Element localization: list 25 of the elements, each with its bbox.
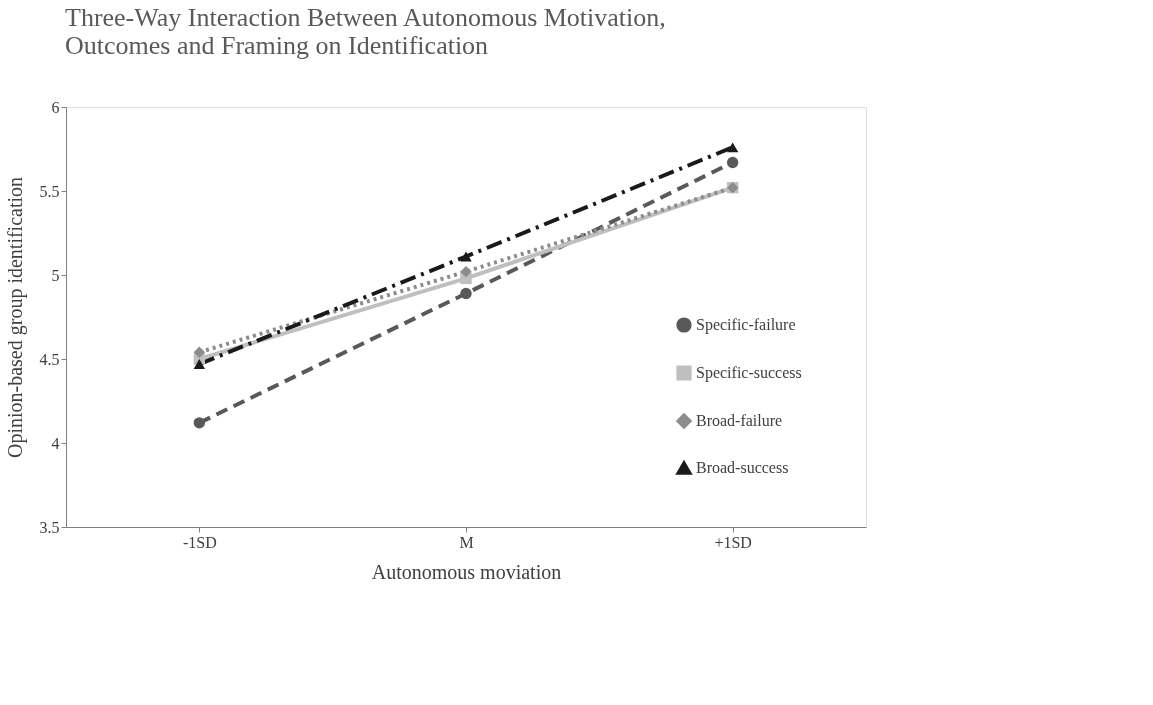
x-axis-title: Autonomous moviation — [371, 560, 562, 583]
y-tick-label: 3.5 — [39, 518, 60, 536]
point — [193, 417, 206, 429]
point — [460, 287, 472, 300]
point — [460, 265, 472, 278]
text: Outcomes and Framing on Identification — [65, 31, 489, 60]
point — [193, 346, 206, 358]
x-tick-label: -1SD — [182, 533, 217, 551]
point — [726, 142, 739, 153]
y-tick-label: 4.5 — [39, 350, 60, 368]
point — [193, 359, 206, 369]
y-tick-label: 4 — [51, 434, 60, 452]
x-tick-label: M — [459, 533, 474, 551]
legend-label: Broad-failure — [696, 412, 783, 429]
legend-label: Specific-failure — [696, 316, 796, 334]
y-tick-label: 5 — [51, 266, 60, 284]
point — [726, 156, 739, 169]
text: Three-Way Interaction Between Autonomous Motivation, — [65, 3, 666, 32]
legend-label: Broad-success — [696, 459, 789, 476]
point — [460, 251, 472, 262]
legend-label: Specific-success — [696, 364, 802, 382]
x-tick-label: +1SD — [714, 533, 752, 551]
y-tick-label: 5.5 — [39, 182, 60, 200]
y-tick-label: 6 — [51, 98, 60, 116]
y-axis-title: Opinion-based group identification — [3, 176, 27, 459]
